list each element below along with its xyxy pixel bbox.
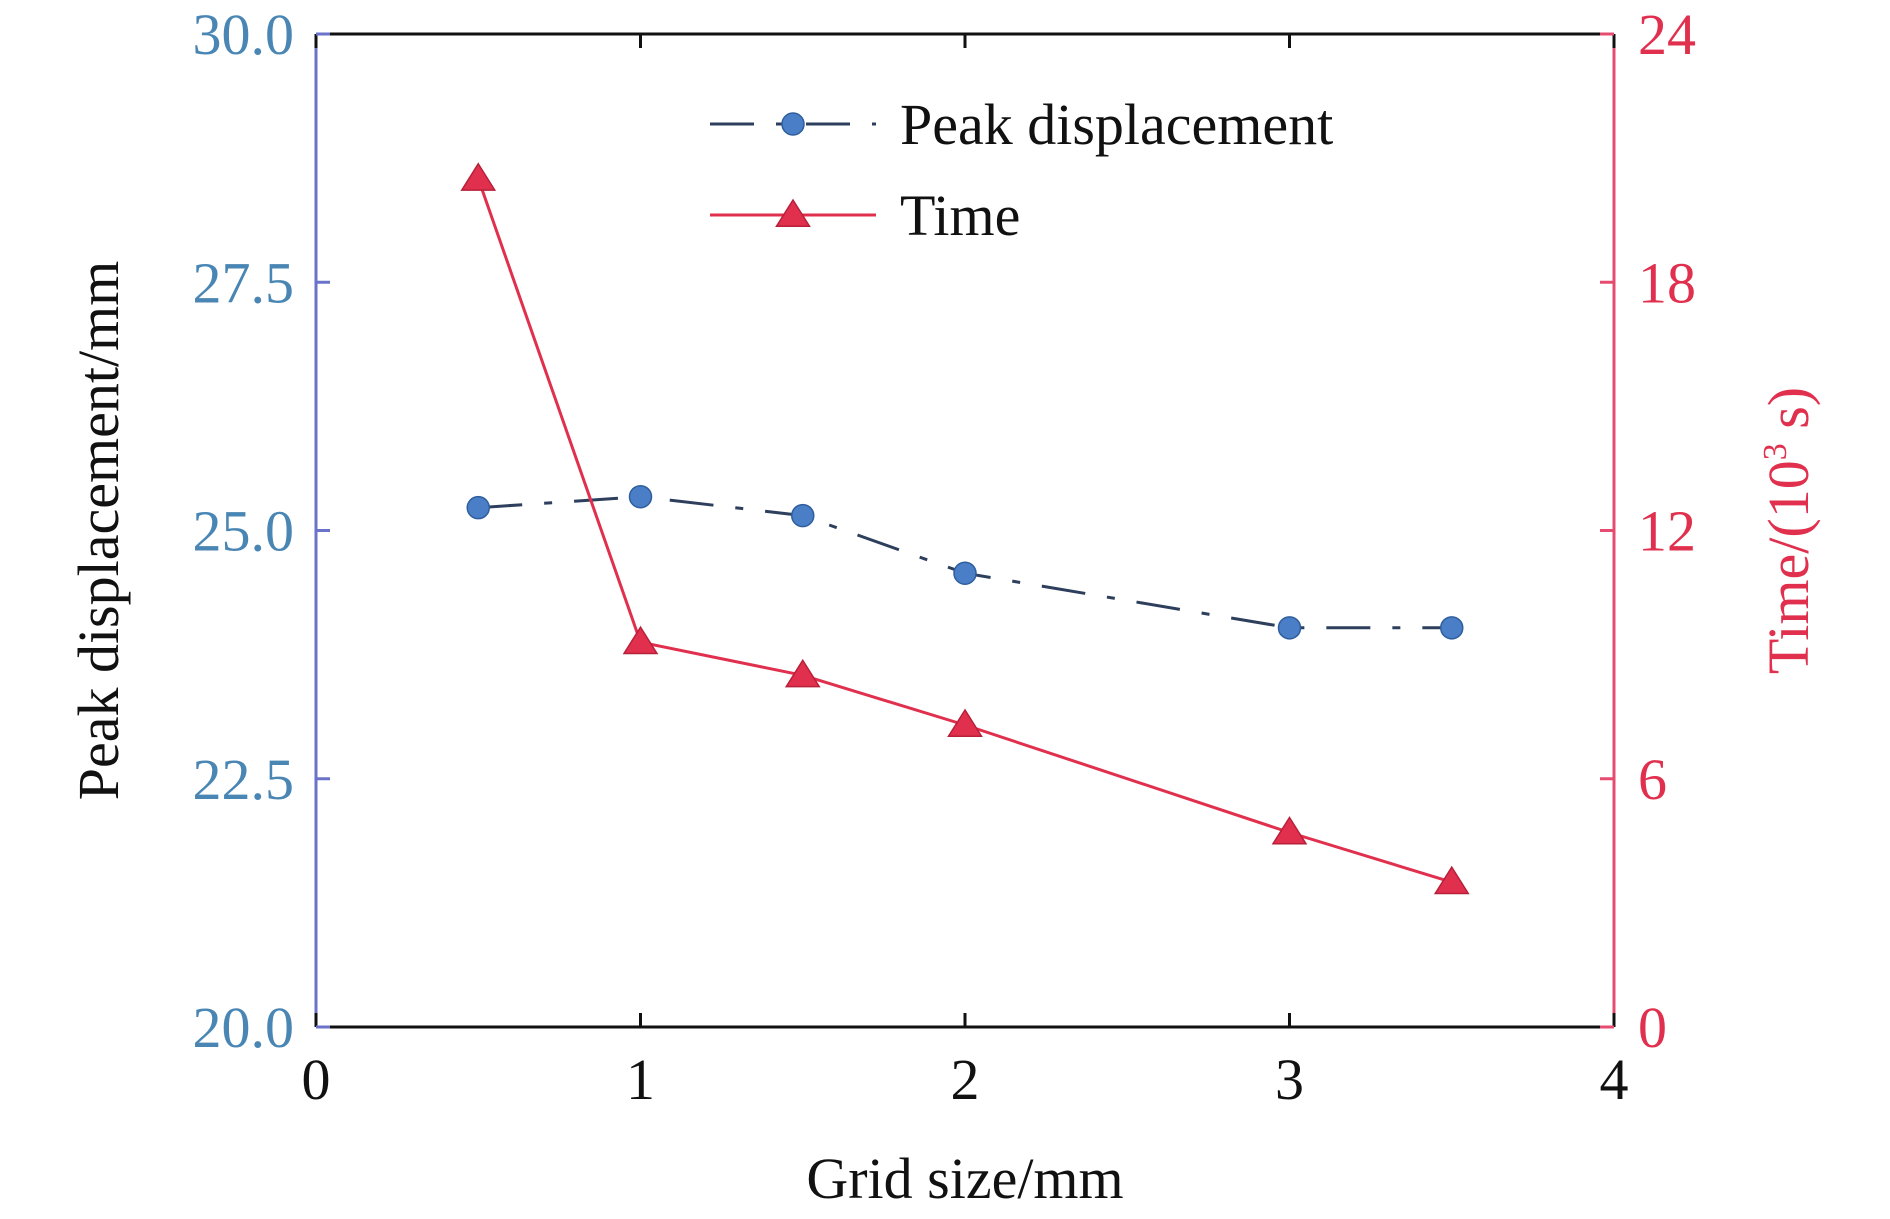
legend-label-time: Time [900,183,1020,248]
legend-label-peak-displacement: Peak displacement [900,92,1333,157]
left-y-axis-title: Peak displacement/mm [66,261,131,801]
data-point-time [784,658,821,688]
data-point-peak-displacement [953,561,977,585]
data-point-time [622,625,659,655]
right-y-axis-title-superscript: 3 [1757,443,1794,460]
right-y-tick-label: 6 [1638,747,1667,812]
data-point-peak-displacement [1440,616,1464,640]
data-point-time [1271,816,1308,845]
right-y-axis-title-tail: s) [1756,387,1821,443]
left-y-tick-label: 27.5 [193,250,295,315]
x-tick-label: 1 [626,1047,655,1112]
right-y-tick-label: 18 [1638,250,1696,315]
legend-marker-peak-displacement [781,112,805,136]
x-tick-label: 2 [951,1047,980,1112]
series-line-peak-displacement [478,495,1452,630]
left-y-tick-label: 22.5 [193,747,295,812]
x-axis-title: Grid size/mm [806,1146,1123,1211]
right-y-axis-title: Time/(103 s) [1756,387,1821,674]
data-point-time [947,708,983,737]
series-line-time [476,178,1453,884]
data-point-peak-displacement [466,495,490,520]
right-y-tick-label: 12 [1638,499,1696,564]
x-tick-label: 3 [1275,1047,1304,1112]
data-point-peak-displacement [791,503,815,528]
right-y-tick-label: 24 [1638,2,1696,67]
left-y-tick-label: 30.0 [193,2,295,67]
data-point-time [1433,865,1470,895]
legend-marker-time [775,198,811,227]
left-y-tick-label: 25.0 [193,499,295,564]
data-point-peak-displacement [628,484,653,509]
right-y-axis-title-base: Time/(10 [1756,460,1821,674]
x-tick-label: 4 [1600,1047,1629,1112]
x-tick-label: 0 [302,1047,331,1112]
data-point-time [460,162,497,191]
data-point-peak-displacement [1277,616,1302,640]
left-y-tick-label: 20.0 [193,995,295,1060]
right-y-tick-label: 0 [1638,995,1667,1060]
